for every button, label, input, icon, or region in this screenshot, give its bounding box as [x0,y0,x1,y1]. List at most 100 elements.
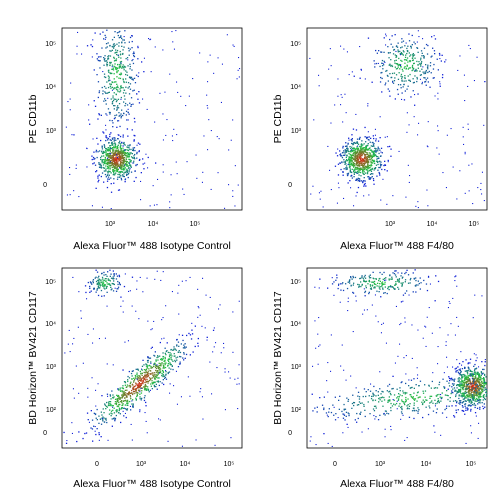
data-point [353,205,355,207]
data-point [159,372,161,374]
data-point [129,396,132,398]
data-point [149,389,151,391]
data-point [156,388,158,390]
data-point [391,405,394,407]
data-point [123,162,125,165]
data-point [182,357,184,359]
data-point [113,65,115,67]
data-point [356,155,359,157]
data-point [153,372,156,374]
data-point [128,86,130,88]
x-tick-label: 0 [95,461,99,468]
data-point [379,388,381,390]
data-point [448,385,451,387]
data-point [342,171,344,173]
data-point [117,107,120,109]
data-point [351,402,354,405]
data-point [350,187,352,189]
data-point [109,64,111,66]
data-point [127,156,129,158]
data-point [437,92,439,94]
data-point [383,292,385,294]
data-point [381,273,383,275]
data-point [119,162,122,165]
data-point [144,383,147,386]
data-point [384,164,387,166]
data-point [478,401,480,404]
data-point [390,285,392,287]
data-point [344,161,346,163]
data-point [115,170,117,172]
data-point [132,53,134,55]
data-point [431,36,433,38]
data-point [464,151,466,153]
data-point [113,60,116,62]
data-point [425,64,427,66]
data-point [172,41,174,43]
data-point [358,153,360,156]
data-point [373,410,376,412]
data-point [375,390,377,392]
data-point [112,44,115,46]
data-point [367,105,369,107]
data-point [109,170,111,173]
data-point [107,150,109,152]
data-point [475,388,477,390]
data-point [127,65,129,67]
data-point [169,352,171,354]
data-point [171,31,173,33]
data-point [110,177,112,179]
data-point [71,134,73,136]
data-point [473,371,475,373]
data-point [114,117,116,119]
data-point [135,375,137,378]
data-point [114,143,117,145]
data-point [119,30,121,33]
data-point [345,283,347,285]
data-point [394,404,396,406]
data-point [128,377,131,379]
data-point [118,31,120,33]
data-point [115,49,117,51]
data-point [116,85,119,87]
data-point [389,73,391,75]
data-point [400,411,403,413]
data-point [397,78,400,80]
data-point [107,165,109,168]
data-point [465,395,468,397]
data-point [113,78,115,80]
data-point [115,81,117,83]
data-point [467,398,469,400]
data-point [101,161,103,163]
data-point [109,409,111,411]
data-point [175,349,177,351]
data-point [406,50,409,52]
data-point [391,286,393,288]
data-point [472,385,474,388]
data-point [103,295,105,297]
data-point [456,400,458,403]
data-point [470,410,472,412]
data-point [417,93,419,95]
data-point [375,62,378,65]
data-point [135,389,137,391]
data-point [123,95,126,97]
data-point [412,59,414,61]
data-point [107,42,109,44]
data-point [383,412,385,414]
data-point [88,119,90,121]
data-point [351,149,353,151]
data-point [132,384,134,386]
data-point [458,395,460,397]
data-point [405,355,407,357]
data-point [70,82,72,84]
data-point [105,103,107,105]
data-point [416,400,418,402]
data-point [341,96,343,98]
data-point [363,195,365,197]
data-point [150,361,152,363]
data-point [400,75,402,77]
data-point [427,68,429,70]
data-point [480,384,482,386]
data-point [373,167,376,169]
